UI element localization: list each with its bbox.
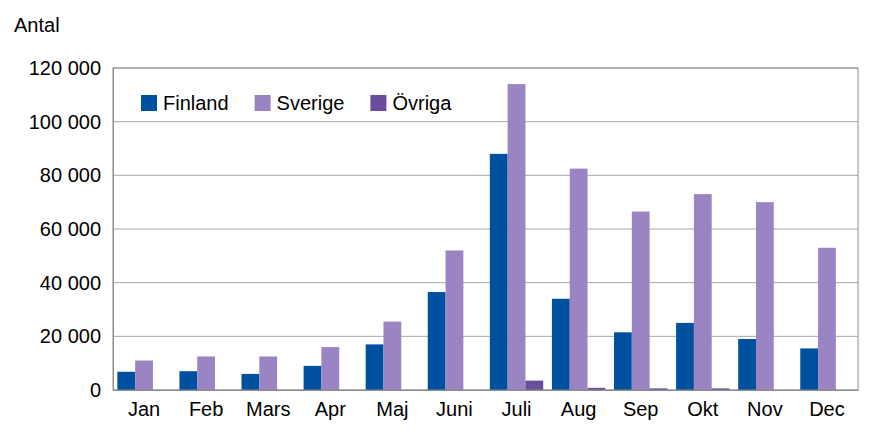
y-tick: 40 000 <box>40 272 113 294</box>
x-tick-label: Okt <box>687 398 719 420</box>
x-tick-label: Aug <box>561 398 597 420</box>
x-tick: Sep <box>623 390 659 420</box>
x-tick-label: Nov <box>747 398 783 420</box>
grid-line <box>113 121 858 122</box>
x-tick: Mars <box>246 390 290 420</box>
y-tick-label: 120 000 <box>29 57 101 79</box>
bar <box>117 372 135 390</box>
bar <box>800 348 818 390</box>
series <box>525 381 729 390</box>
grid-line <box>113 229 858 230</box>
legend-label: Finland <box>163 92 229 114</box>
series <box>117 154 818 390</box>
x-tick: Aug <box>561 390 597 420</box>
x-tick-label: Jan <box>128 398 160 420</box>
bar <box>259 356 277 390</box>
x-tick: Nov <box>747 390 783 420</box>
x-tick-label: Maj <box>376 398 408 420</box>
legend-swatch <box>141 95 157 111</box>
bar <box>135 360 153 390</box>
legend: Finland Sverige Övriga <box>141 92 452 114</box>
bar <box>490 154 508 390</box>
y-tick: 0 <box>90 379 113 401</box>
grid <box>113 68 858 390</box>
legend-swatch <box>255 95 271 111</box>
x-tick: Apr <box>315 390 346 420</box>
y-tick: 80 000 <box>40 164 113 186</box>
grid-line <box>113 175 858 176</box>
bar <box>694 194 712 390</box>
bar <box>446 250 464 390</box>
bar <box>570 169 588 390</box>
legend-item: Sverige <box>255 92 345 114</box>
y-tick-label: 60 000 <box>40 218 101 240</box>
series <box>135 84 836 390</box>
x-tick-label: Juli <box>502 398 532 420</box>
bars <box>117 84 836 390</box>
x-tick: Jan <box>128 390 160 420</box>
bar <box>508 84 526 390</box>
legend-item: Övriga <box>370 92 452 114</box>
y-axis: 0 20 000 40 000 60 000 80 000 100 000 120 000 <box>29 57 114 401</box>
y-tick-label: 20 000 <box>40 325 101 347</box>
y-axis-title: Antal <box>14 14 60 36</box>
y-tick-label: 100 000 <box>29 111 101 133</box>
x-axis-line <box>114 390 859 391</box>
x-axis: Jan Feb Mars Apr Maj Juni Juli Aug Sep Okt Nov Dec <box>114 390 859 420</box>
bar <box>552 299 570 390</box>
y-tick-label: 40 000 <box>40 272 101 294</box>
bar <box>242 374 260 390</box>
bar <box>428 292 446 390</box>
y-tick-label: 0 <box>90 379 101 401</box>
bar <box>383 322 401 390</box>
legend-label: Övriga <box>392 92 452 114</box>
y-tick: 20 000 <box>40 325 113 347</box>
x-tick: Dec <box>809 390 845 420</box>
bar <box>738 339 756 390</box>
y-tick: 60 000 <box>40 218 113 240</box>
x-tick: Juli <box>502 390 532 420</box>
legend-label: Sverige <box>277 92 345 114</box>
bar <box>366 344 384 390</box>
bar <box>525 381 543 390</box>
x-tick: Okt <box>687 390 719 420</box>
x-tick-label: Mars <box>246 398 290 420</box>
y-tick-label: 80 000 <box>40 164 101 186</box>
x-tick: Feb <box>189 390 223 420</box>
bar <box>304 366 322 390</box>
x-tick: Maj <box>376 390 408 420</box>
y-tick: 100 000 <box>29 111 113 133</box>
grid-line <box>113 336 858 337</box>
x-tick-label: Sep <box>623 398 659 420</box>
legend-swatch <box>370 95 386 111</box>
bar <box>197 356 215 390</box>
x-tick-label: Feb <box>189 398 223 420</box>
plot-frame <box>113 68 858 390</box>
grid-line <box>113 282 858 283</box>
chart: 0 20 000 40 000 60 000 80 000 100 000 120 000 J… <box>0 0 880 444</box>
x-tick: Juni <box>436 390 473 420</box>
bar <box>321 347 339 390</box>
y-axis-line <box>113 69 114 391</box>
bar <box>756 202 774 390</box>
bar <box>676 323 694 390</box>
legend-item: Finland <box>141 92 229 114</box>
bar <box>632 212 650 390</box>
x-tick-label: Apr <box>315 398 346 420</box>
bar <box>818 248 836 390</box>
bar <box>179 371 197 390</box>
x-tick-label: Juni <box>436 398 473 420</box>
bar <box>614 332 632 390</box>
y-tick: 120 000 <box>29 57 113 79</box>
x-tick-label: Dec <box>809 398 845 420</box>
